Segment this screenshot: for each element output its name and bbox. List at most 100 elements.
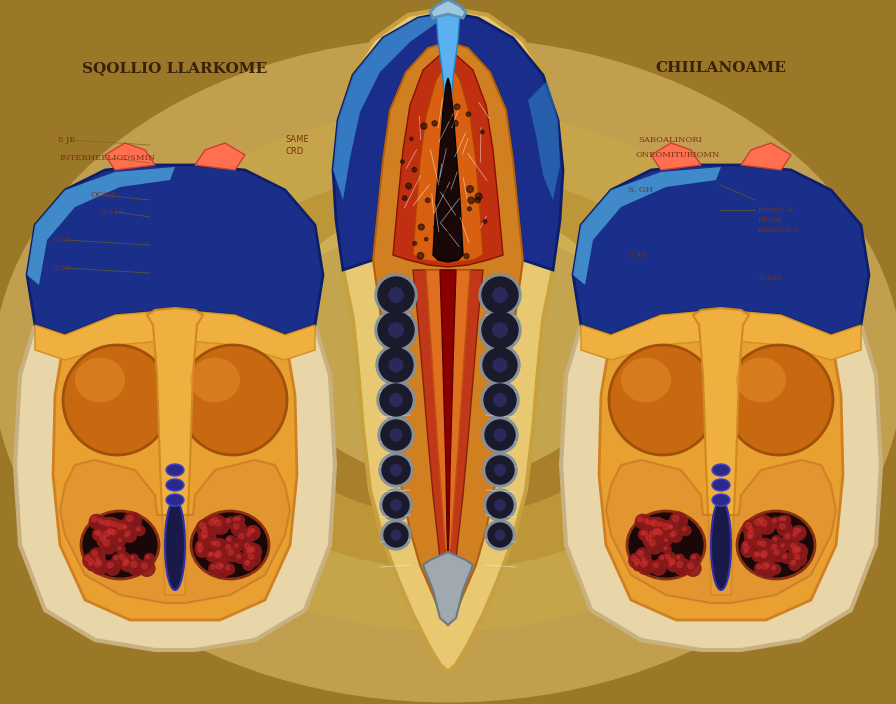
Circle shape bbox=[380, 489, 412, 521]
Circle shape bbox=[766, 564, 770, 567]
Circle shape bbox=[235, 515, 245, 525]
Circle shape bbox=[234, 524, 239, 529]
Circle shape bbox=[690, 553, 700, 564]
Circle shape bbox=[210, 515, 224, 529]
Circle shape bbox=[692, 555, 695, 559]
Circle shape bbox=[781, 544, 784, 547]
Circle shape bbox=[745, 522, 752, 529]
Circle shape bbox=[215, 553, 220, 558]
Circle shape bbox=[762, 563, 768, 569]
Circle shape bbox=[239, 534, 244, 539]
Circle shape bbox=[237, 555, 241, 558]
Circle shape bbox=[375, 274, 417, 316]
Circle shape bbox=[480, 130, 484, 134]
Circle shape bbox=[226, 545, 230, 549]
Circle shape bbox=[90, 548, 105, 563]
Circle shape bbox=[390, 429, 402, 441]
Circle shape bbox=[101, 529, 116, 544]
Circle shape bbox=[668, 558, 675, 564]
Circle shape bbox=[105, 527, 118, 541]
Circle shape bbox=[89, 562, 92, 566]
Circle shape bbox=[467, 186, 473, 192]
Circle shape bbox=[644, 519, 648, 522]
Circle shape bbox=[97, 531, 101, 536]
Text: OCCA: OCCA bbox=[90, 191, 116, 199]
Circle shape bbox=[425, 237, 427, 241]
Circle shape bbox=[376, 345, 416, 385]
Circle shape bbox=[745, 549, 747, 553]
Circle shape bbox=[484, 489, 516, 521]
Text: CHIILANOAME: CHIILANOAME bbox=[656, 61, 787, 75]
Circle shape bbox=[103, 540, 109, 546]
Circle shape bbox=[99, 518, 109, 529]
Circle shape bbox=[100, 520, 104, 524]
Circle shape bbox=[647, 529, 662, 544]
Circle shape bbox=[99, 536, 106, 541]
Circle shape bbox=[206, 516, 223, 533]
Circle shape bbox=[663, 552, 676, 565]
Circle shape bbox=[378, 312, 414, 348]
Circle shape bbox=[401, 160, 404, 163]
Circle shape bbox=[755, 539, 767, 551]
Circle shape bbox=[117, 524, 124, 529]
Ellipse shape bbox=[711, 500, 731, 590]
Ellipse shape bbox=[712, 479, 730, 491]
Circle shape bbox=[773, 538, 777, 541]
Circle shape bbox=[665, 539, 668, 541]
Circle shape bbox=[780, 517, 782, 521]
Polygon shape bbox=[60, 460, 290, 603]
Circle shape bbox=[106, 520, 112, 526]
Circle shape bbox=[663, 537, 671, 546]
Circle shape bbox=[483, 348, 517, 382]
Circle shape bbox=[758, 550, 772, 565]
Circle shape bbox=[795, 554, 799, 560]
Circle shape bbox=[790, 546, 804, 560]
Circle shape bbox=[791, 531, 801, 541]
Circle shape bbox=[226, 566, 229, 570]
Circle shape bbox=[244, 546, 258, 560]
Circle shape bbox=[782, 532, 797, 546]
Circle shape bbox=[671, 532, 676, 536]
Circle shape bbox=[788, 559, 800, 570]
Circle shape bbox=[795, 546, 800, 552]
Circle shape bbox=[252, 529, 254, 532]
Circle shape bbox=[761, 553, 766, 558]
Circle shape bbox=[402, 196, 407, 201]
Circle shape bbox=[758, 539, 773, 553]
Circle shape bbox=[669, 529, 683, 542]
Circle shape bbox=[232, 516, 241, 525]
Circle shape bbox=[237, 517, 240, 520]
Circle shape bbox=[493, 358, 507, 372]
Circle shape bbox=[646, 520, 650, 524]
Circle shape bbox=[94, 561, 100, 567]
Circle shape bbox=[211, 541, 215, 545]
Polygon shape bbox=[333, 12, 563, 270]
Ellipse shape bbox=[736, 358, 786, 403]
Polygon shape bbox=[373, 42, 523, 625]
Polygon shape bbox=[333, 14, 443, 200]
Text: INTERHEELIODSMIN: INTERHEELIODSMIN bbox=[60, 154, 156, 162]
Circle shape bbox=[770, 542, 782, 555]
Circle shape bbox=[749, 527, 753, 532]
Circle shape bbox=[114, 520, 132, 538]
Circle shape bbox=[788, 541, 802, 555]
Circle shape bbox=[482, 417, 518, 453]
Circle shape bbox=[250, 527, 259, 536]
Circle shape bbox=[96, 558, 99, 560]
Polygon shape bbox=[413, 65, 483, 263]
Circle shape bbox=[792, 552, 806, 566]
Circle shape bbox=[650, 532, 655, 536]
Circle shape bbox=[650, 540, 655, 546]
Circle shape bbox=[246, 548, 251, 553]
Circle shape bbox=[742, 541, 752, 551]
Circle shape bbox=[135, 526, 145, 536]
Circle shape bbox=[444, 254, 450, 260]
Circle shape bbox=[485, 420, 515, 450]
Circle shape bbox=[228, 550, 233, 555]
Polygon shape bbox=[599, 335, 843, 620]
Circle shape bbox=[668, 562, 676, 570]
Circle shape bbox=[379, 453, 413, 487]
Circle shape bbox=[778, 516, 787, 525]
Text: 0.80: 0.80 bbox=[52, 236, 71, 244]
Circle shape bbox=[479, 274, 521, 316]
